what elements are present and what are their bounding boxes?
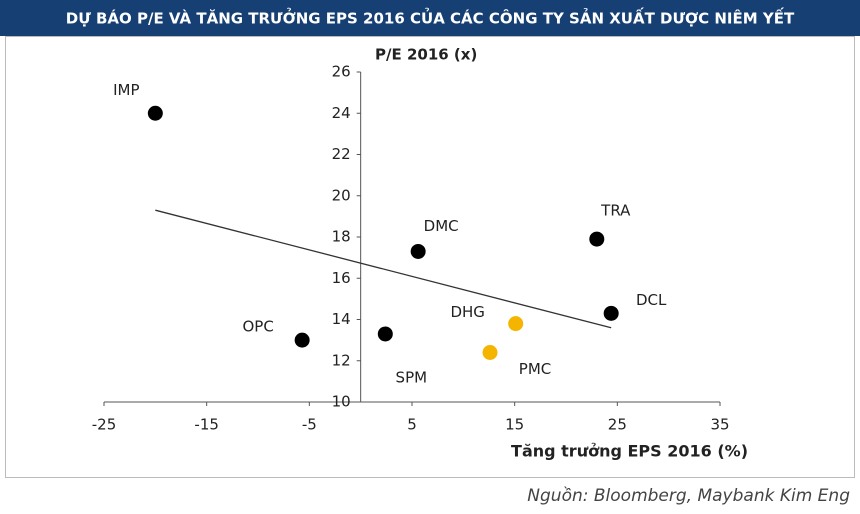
y-tick-label: 18: [332, 228, 351, 246]
x-tick-label: 35: [710, 416, 729, 434]
point: [377, 326, 393, 342]
x-tick-label: 15: [505, 416, 524, 434]
x-tick-label: -5: [302, 416, 317, 434]
x-tick-label: -15: [194, 416, 219, 434]
x-tick-label: 5: [407, 416, 417, 434]
y-tick-label: 22: [332, 145, 351, 163]
point-label: IMP: [113, 81, 139, 99]
point-label: PMC: [519, 360, 551, 378]
point-label: DMC: [424, 217, 459, 235]
point: [147, 105, 163, 121]
point: [294, 332, 310, 348]
x-axis-label: Tăng trưởng EPS 2016 (%): [511, 442, 748, 461]
point: [410, 243, 426, 259]
y-tick-label: 14: [332, 310, 351, 328]
title-bar: [0, 0, 860, 36]
point-label: OPC: [242, 318, 273, 336]
point-label: DCL: [636, 291, 667, 309]
y-tick-label: 20: [332, 186, 351, 204]
point: [603, 305, 619, 321]
chart-border: [5, 36, 855, 478]
y-tick-label: 10: [332, 393, 351, 411]
y-axis-label: P/E 2016 (x): [375, 46, 477, 64]
chart-title: DỰ BÁO P/E VÀ TĂNG TRƯỞNG EPS 2016 CỦA C…: [66, 7, 795, 28]
point-label: DHG: [450, 303, 484, 321]
point-label: SPM: [396, 368, 428, 386]
y-tick-label: 16: [332, 269, 351, 287]
y-tick-label: 12: [332, 351, 351, 369]
trend-line: [155, 209, 612, 329]
point: [508, 316, 524, 332]
point-label: TRA: [600, 202, 631, 220]
x-tick-label: 25: [608, 416, 627, 434]
source-note: Nguồn: Bloomberg, Maybank Kim Eng: [527, 485, 850, 506]
y-tick-label: 24: [332, 104, 351, 122]
point: [589, 231, 605, 247]
y-tick-label: 26: [332, 63, 351, 81]
x-tick-label: -25: [92, 416, 117, 434]
point: [482, 345, 498, 360]
